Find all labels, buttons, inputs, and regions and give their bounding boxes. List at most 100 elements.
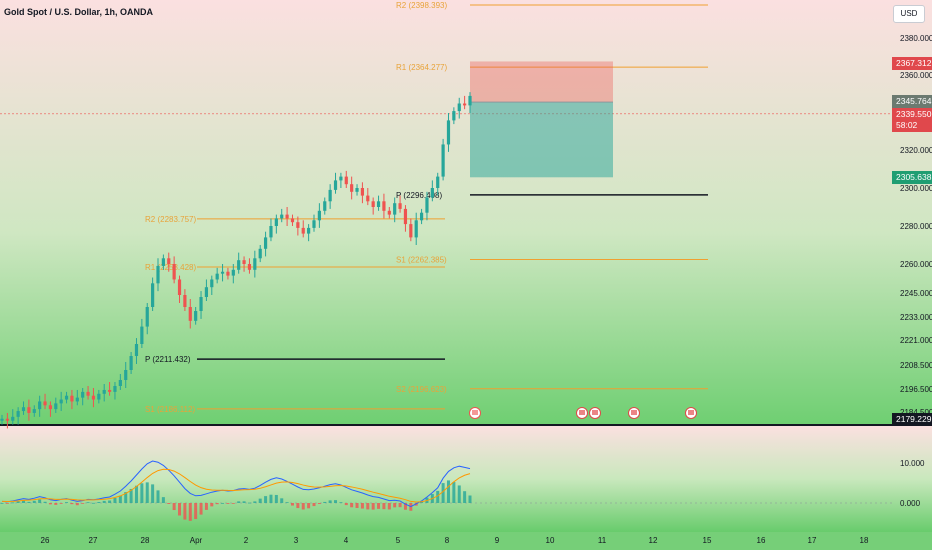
macd-histogram-bar — [178, 503, 182, 516]
macd-histogram-bar — [65, 502, 69, 503]
macd-histogram-bar — [463, 491, 467, 503]
candle-body — [156, 265, 160, 284]
macd-histogram-bar — [59, 503, 63, 504]
candle-body — [161, 258, 165, 266]
macd-histogram-bar — [285, 502, 289, 503]
macd-histogram-bar — [290, 503, 294, 506]
candle-body — [398, 203, 402, 209]
candle-body — [328, 189, 332, 202]
candle-body — [215, 273, 219, 280]
macd-histogram-bar — [328, 500, 332, 503]
macd-histogram-bar — [269, 494, 273, 503]
macd-histogram-bar — [312, 503, 316, 507]
macd-histogram-bar — [231, 503, 235, 504]
candle-body — [134, 344, 139, 356]
take-profit-zone[interactable] — [470, 102, 613, 178]
candle-body — [382, 201, 386, 211]
main-pane-background — [0, 0, 932, 424]
candle-body — [5, 418, 9, 421]
macd-histogram-bar — [317, 503, 321, 504]
candle-body — [0, 418, 4, 421]
candle-body — [339, 176, 343, 181]
price-tick-label: 2208.500 — [900, 361, 932, 370]
pivot-label: P (2211.432) — [145, 355, 191, 364]
macd-histogram-bar — [5, 503, 9, 504]
candle-body — [167, 258, 171, 264]
candle-body — [355, 188, 359, 192]
last-price-badge: 2345.764 — [892, 95, 932, 108]
macd-histogram-bar — [221, 502, 225, 504]
candle-body — [113, 386, 117, 392]
candle-body — [242, 260, 246, 264]
time-tick-label: Apr — [190, 536, 203, 545]
candle-body — [64, 395, 69, 400]
price-tick-label: 2260.000 — [900, 260, 932, 269]
macd-histogram-bar — [145, 482, 149, 503]
time-tick-label: 8 — [445, 536, 450, 545]
macd-histogram-bar — [360, 503, 364, 509]
time-axis[interactable]: 26 27 28 Apr 2 3 4 5 8 9 10 11 12 15 16 17 18 — [41, 536, 869, 545]
macd-histogram-bar — [118, 495, 122, 503]
macd-histogram-bar — [237, 501, 241, 503]
signal-line — [1, 468, 471, 503]
pivot-label: S1 (2262.385) — [396, 255, 447, 264]
macd-histogram-bar — [323, 501, 327, 503]
candle-body — [307, 227, 311, 234]
macd-histogram-bar — [307, 503, 311, 509]
candle-body — [452, 111, 456, 121]
macd-histogram-bar — [140, 483, 144, 503]
time-tick-label: 11 — [598, 536, 607, 545]
macd-histogram-bar — [75, 503, 79, 506]
countdown-badge: 58:02 — [892, 119, 932, 132]
pivot-label: R2 (2283.757) — [145, 215, 196, 224]
candle-body — [366, 195, 370, 202]
macd-histogram-bar — [247, 502, 251, 504]
macd-histogram-bar — [32, 500, 36, 503]
short-position-tool[interactable] — [470, 61, 613, 178]
target-price-badge: 2305.638 — [892, 171, 932, 184]
candle-body — [81, 391, 85, 398]
candle-body — [151, 283, 155, 307]
macd-histogram-bar — [108, 500, 112, 503]
candle-body — [11, 416, 15, 421]
candle-body — [172, 264, 176, 280]
candle-body — [403, 208, 408, 225]
event-glyph — [472, 410, 478, 415]
price-tick-label: 2320.000 — [900, 146, 932, 155]
macd-histogram-bar — [156, 490, 160, 503]
currency-button[interactable]: USD — [893, 5, 925, 23]
candle-body — [27, 407, 31, 413]
macd-histogram-bar — [264, 496, 268, 503]
macd-histogram-bar — [215, 503, 219, 505]
candle-body — [360, 188, 365, 196]
macd-histogram-bar — [16, 501, 20, 503]
candle-body — [468, 95, 472, 106]
candle-body — [371, 201, 375, 207]
event-glyph — [688, 410, 694, 415]
macd-histogram-bar — [366, 503, 370, 510]
candle-body — [446, 120, 451, 145]
pivot-label: R1 (2364.277) — [396, 63, 447, 72]
macd-indicator: 10.000 0.000 — [0, 459, 925, 521]
macd-histogram-bar — [38, 499, 42, 503]
macd-histogram-bar — [398, 503, 402, 508]
macd-histogram-bar — [334, 500, 338, 503]
symbol-title[interactable]: Gold Spot / U.S. Dollar, 1h, OANDA — [4, 7, 154, 17]
candle-body — [419, 212, 424, 221]
macd-histogram-bar — [371, 503, 375, 510]
candle-body — [312, 220, 316, 228]
candle-body — [183, 295, 187, 307]
candle-body — [350, 184, 354, 192]
macd-histogram-bar — [274, 494, 278, 503]
candle-body — [91, 395, 96, 400]
price-tick-label: 2360.000 — [900, 71, 932, 80]
economic-events — [469, 407, 697, 419]
pivot-label: P (2296.408) — [396, 191, 442, 200]
candle-body — [414, 220, 418, 238]
stop-loss-zone[interactable] — [470, 61, 613, 103]
price-tick-label: 2184.500 — [900, 408, 932, 417]
candle-body — [70, 395, 74, 402]
macd-histogram-bar — [161, 497, 165, 503]
